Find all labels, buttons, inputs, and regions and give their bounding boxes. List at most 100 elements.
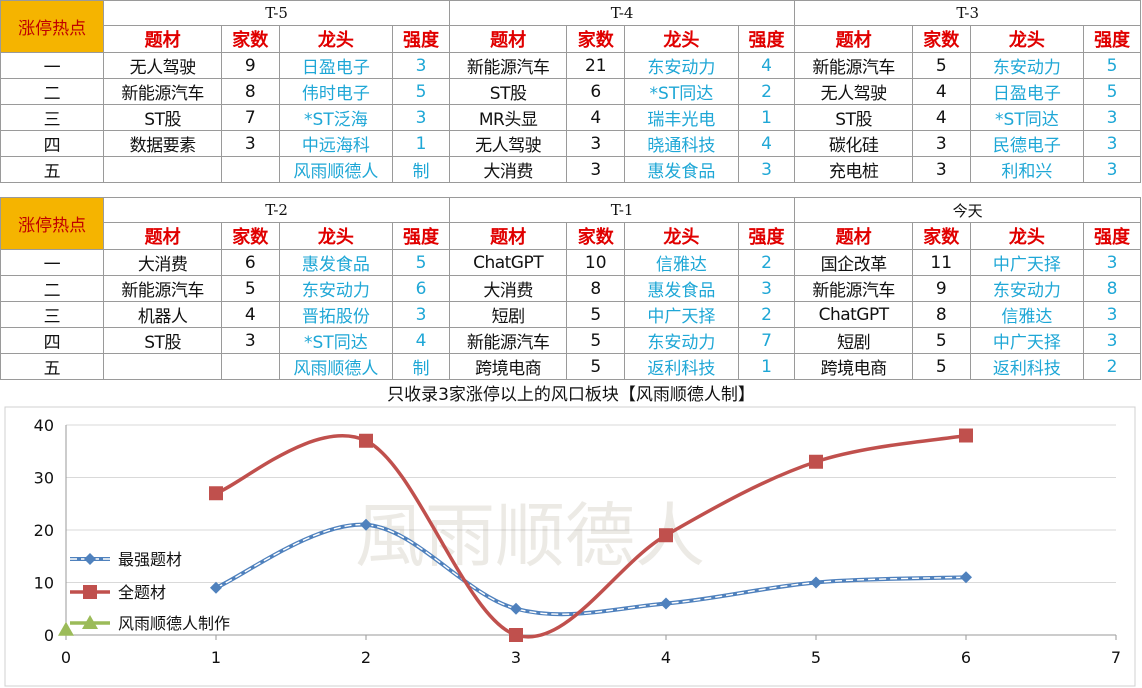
leader-cell: *ST同达 [278,327,394,354]
count-cell [220,353,280,380]
count-cell: 5 [566,353,626,380]
y-tick-label: 40 [34,416,54,435]
column-header: 强度 [392,222,450,250]
data-point [58,621,74,636]
rank-cell: 四 [0,327,105,354]
leader-cell: 东安动力 [624,327,739,354]
data-point [960,571,972,584]
strength-cell: 3 [1083,327,1141,354]
count-cell: 3 [566,156,626,183]
column-header: 家数 [566,25,626,53]
period-header: T-4 [448,0,796,26]
strength-cell: 3 [737,156,796,183]
theme-cell: ST股 [448,78,568,105]
column-header: 家数 [566,222,626,250]
x-tick-label: 0 [61,648,71,667]
leader-cell: *ST同达 [624,78,739,105]
leader-cell: 风雨顺德人 [278,353,394,380]
column-header: 强度 [737,222,796,250]
theme-cell: 机器人 [103,301,222,328]
y-tick-label: 10 [34,574,54,593]
leader-cell: 返利科技 [969,353,1085,380]
column-header: 家数 [220,222,280,250]
count-cell: 6 [566,78,626,105]
column-header: 家数 [911,222,971,250]
strength-cell: 3 [392,301,450,328]
leader-cell: 中广天择 [969,327,1085,354]
strength-cell: 制 [392,156,450,183]
column-header: 龙头 [278,25,394,53]
theme-cell: 碳化硅 [794,130,913,157]
column-header: 家数 [911,25,971,53]
column-header: 强度 [392,25,450,53]
theme-cell: 新能源汽车 [448,52,568,79]
leader-cell: 惠发食品 [278,249,394,276]
leader-cell: 东安动力 [969,52,1085,79]
leader-cell: 晋拓股份 [278,301,394,328]
leader-cell: 惠发食品 [624,156,739,183]
theme-cell: 新能源汽车 [794,275,913,302]
rank-cell: 二 [0,275,105,302]
hot-title-cell: 涨停热点 [0,197,105,250]
count-cell: 7 [220,104,280,131]
rank-cell: 五 [0,353,105,380]
strength-cell: 7 [737,327,796,354]
count-cell: 6 [220,249,280,276]
count-cell: 4 [911,78,971,105]
data-point [810,576,822,589]
leader-cell: 返利科技 [624,353,739,380]
column-header: 题材 [448,222,568,250]
count-cell: 8 [566,275,626,302]
strength-cell: 5 [392,249,450,276]
table-row: 三机器人 4 晋拓股份 3 短剧 5 中广天择 2 ChatGPT 8 信雅达 3 [0,301,1141,328]
leader-cell: 瑞丰光电 [624,104,739,131]
theme-cell: 国企改革 [794,249,913,276]
theme-cell: 跨境电商 [448,353,568,380]
rank-cell: 一 [0,52,105,79]
count-cell: 9 [911,275,971,302]
hot-title-cell: 涨停热点 [0,0,105,53]
table-row: 一无人驾驶 9 日盈电子 3 新能源汽车 21 东安动力 4 新能源汽车 5 东安动力 5 [0,52,1141,79]
theme-cell: 无人驾驶 [448,130,568,157]
theme-cell: 大消费 [448,156,568,183]
strength-cell: 2 [737,249,796,276]
period-header: T-3 [794,0,1141,26]
count-cell: 4 [566,104,626,131]
strength-cell: 2 [737,78,796,105]
watermark: 風雨顺德人 [355,495,705,577]
column-header: 龙头 [969,222,1085,250]
count-cell: 3 [220,327,280,354]
theme-cell: ST股 [794,104,913,131]
strength-cell: 1 [737,353,796,380]
leader-cell: 晓通科技 [624,130,739,157]
strength-cell: 2 [737,301,796,328]
column-header: 家数 [220,25,280,53]
theme-cell: 大消费 [103,249,222,276]
count-cell: 21 [566,52,626,79]
count-cell: 3 [911,130,971,157]
x-tick-label: 7 [1111,648,1121,667]
leader-cell: 伟时电子 [278,78,394,105]
count-cell: 5 [911,52,971,79]
theme-cell: 充电桩 [794,156,913,183]
legend-marker [84,553,96,565]
data-point [659,528,673,543]
x-tick-label: 1 [211,648,221,667]
table-row: 五风雨顺德人制跨境电商 5 返利科技 1 跨境电商 5 返利科技 2 [0,353,1141,380]
data-point [660,597,672,610]
y-tick-label: 30 [34,469,54,488]
count-cell: 5 [566,301,626,328]
strength-cell: 1 [392,130,450,157]
theme-cell: 新能源汽车 [103,275,222,302]
leader-cell: *ST同达 [969,104,1085,131]
strength-cell: 1 [737,104,796,131]
theme-cell: MR头显 [448,104,568,131]
rank-cell: 三 [0,104,105,131]
theme-cell: 数据要素 [103,130,222,157]
count-cell: 5 [220,275,280,302]
strength-cell: 4 [737,52,796,79]
theme-cell: 新能源汽车 [103,78,222,105]
leader-cell: 东安动力 [278,275,394,302]
x-tick-label: 4 [661,648,671,667]
count-cell: 4 [911,104,971,131]
